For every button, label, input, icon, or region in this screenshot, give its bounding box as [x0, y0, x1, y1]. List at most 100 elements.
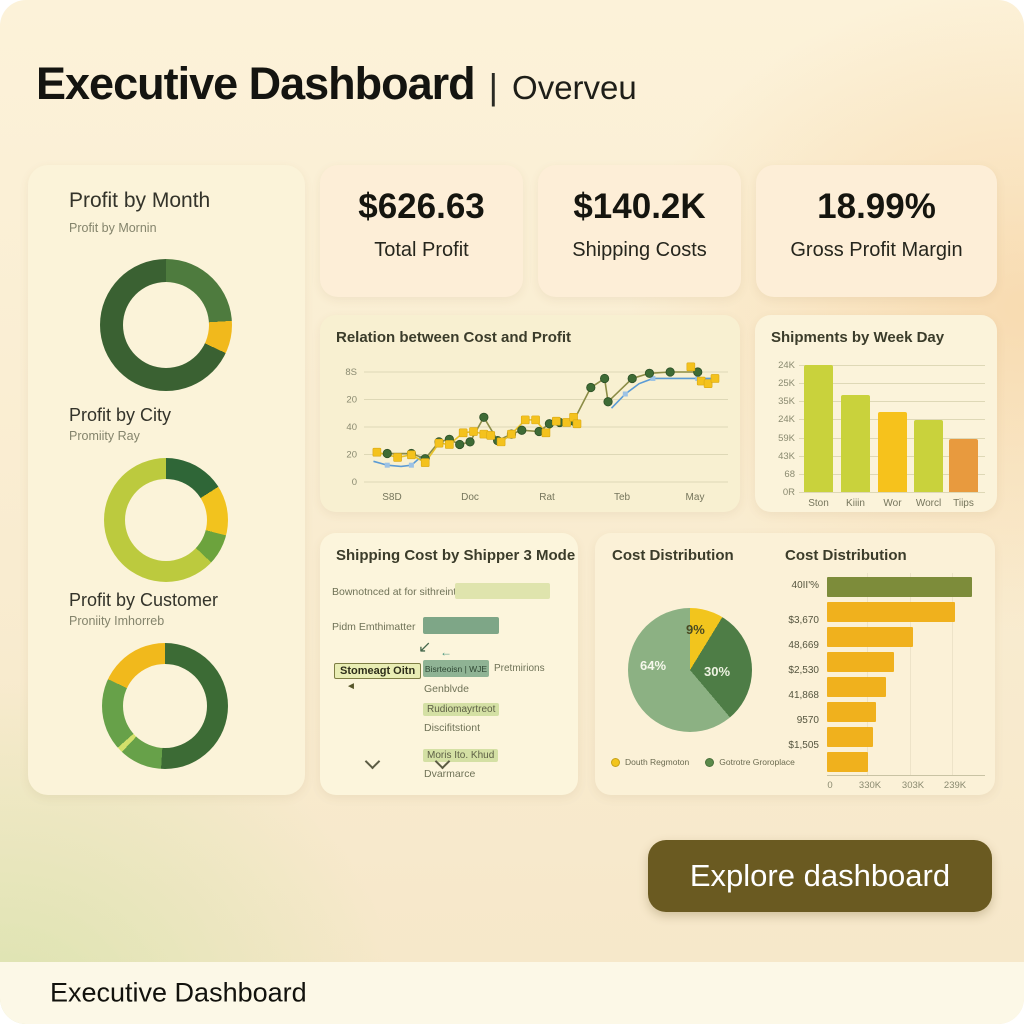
svg-text:May: May: [686, 492, 705, 503]
chevron-down-icon[interactable]: [436, 754, 449, 767]
x-tick-label: Wor: [883, 498, 902, 509]
arrow-left-icon: ←: [440, 645, 452, 659]
svg-text:20: 20: [346, 395, 357, 406]
gridline: [799, 401, 985, 403]
cost-bar: [827, 702, 877, 722]
kpi-label: Shipping Costs: [572, 239, 707, 261]
x-tick-label: Worcl: [915, 498, 942, 509]
panel-title: Relation between Cost and Profit: [336, 329, 572, 346]
weekday-bar: [914, 419, 943, 492]
svg-text:S8D: S8D: [382, 492, 401, 503]
x-tick-label: Tiips: [953, 498, 974, 509]
shipping-mode-box: Bisrteoisn | WJE: [423, 660, 489, 677]
gridline: [910, 573, 911, 775]
cost-bar: [827, 752, 868, 772]
cost-bar: [827, 727, 874, 747]
hbar-row-label: 41,868: [788, 690, 819, 701]
shipping-item3-sub: Dvarmarce: [424, 768, 476, 780]
pie-slice-label: 30%: [704, 664, 731, 679]
x-axis: [827, 775, 985, 776]
donut-hole: [123, 664, 207, 748]
shipping-item2-sub: Discifitstiont: [424, 722, 481, 734]
svg-text:20: 20: [346, 450, 357, 461]
legend-label: Douth Regmoton: [625, 757, 690, 767]
cost-bar: [827, 677, 887, 697]
legend-dot-icon: [705, 757, 715, 767]
y-tick-label: 24K: [778, 414, 795, 426]
profit-by-city-title: Profit by City: [69, 405, 172, 425]
svg-text:Rat: Rat: [539, 492, 555, 503]
gridline: [952, 573, 953, 775]
panel-title: Shipments by Week Day: [771, 329, 945, 346]
gridline: [799, 383, 985, 385]
x-tick-label: 303K: [901, 780, 925, 791]
svg-text:0: 0: [352, 477, 357, 488]
pie-slice-label: 64%: [640, 658, 667, 673]
hbar-row-label: 9570: [796, 715, 819, 726]
profit-by-month-title: Profit by Month: [69, 189, 211, 212]
x-tick-label: 330K: [858, 780, 882, 791]
shipping-row1-bar: [455, 583, 550, 599]
legend-dot-icon: [611, 757, 620, 767]
cost-profit-line-chart: 8S 20 40 20 0 S8D Doc Rat Teb May: [345, 362, 728, 503]
pie-title: Cost Distribution: [612, 547, 734, 564]
chevron-down-icon[interactable]: [366, 754, 379, 767]
profit-by-customer-subtitle: Proniity Imhorreb: [69, 614, 165, 628]
shipping-row2-label: Pidm Emthimatter: [332, 621, 416, 633]
panel-title: Shipping Cost by Shipper 3 Mode: [336, 547, 576, 564]
flag-icon: ◄: [346, 681, 356, 692]
donut-hole: [125, 479, 207, 561]
profit-by-customer-donut: [102, 643, 228, 769]
cost-distribution-panel: Cost Distribution Cost Distribution 9% 3…: [595, 533, 995, 795]
pie-legend: Douth Regmoton Gotrotre Groroplace: [611, 757, 795, 767]
footer-title: Executive Dashboard: [50, 977, 307, 1008]
weekday-bar: [841, 395, 870, 492]
weekday-bar: [878, 411, 907, 492]
cost-bar: [827, 577, 972, 597]
svg-text:8S: 8S: [345, 367, 357, 378]
page-subtitle: Overveu: [512, 69, 637, 106]
kpi-value: $626.63: [358, 187, 485, 226]
cost-bar: [827, 627, 913, 647]
cost-bar: [827, 602, 955, 622]
page-title: Executive Dashboard: [36, 58, 476, 109]
profit-by-city-donut: [104, 458, 228, 582]
svg-text:Teb: Teb: [614, 492, 631, 503]
footer-bar: Executive Dashboard: [0, 962, 1024, 1024]
y-tick-label: 24K: [778, 360, 795, 371]
cost-distribution-pie: 9% 30% 64%: [628, 608, 752, 732]
shipping-box-sub-label: Genblvde: [424, 683, 469, 695]
gridline: [867, 573, 868, 775]
kpi-total-profit: $626.63 Total Profit: [320, 165, 523, 297]
legend-item: Gotrotre Groroplace: [705, 757, 795, 767]
hbar-row-label: 48,669: [788, 640, 819, 651]
gridline: [799, 492, 985, 493]
hbar-row-label: $2,530: [788, 665, 819, 676]
shipping-cost-panel: Shipping Cost by Shipper 3 Mode Bownotnc…: [320, 533, 578, 795]
donut-hole: [123, 282, 209, 368]
y-tick-label: 25K: [778, 378, 795, 390]
shipping-row2-bar: [423, 617, 499, 634]
profit-by-city-subtitle: Promiity Ray: [69, 429, 140, 443]
hbar-row-label: $3,670: [788, 615, 819, 626]
cost-bar: [827, 652, 894, 672]
kpi-label: Total Profit: [374, 239, 469, 261]
svg-text:40: 40: [346, 422, 357, 433]
x-tick-label: 239K: [943, 780, 967, 791]
gridline: [799, 365, 985, 366]
y-tick-label: 59K: [778, 432, 795, 444]
explore-dashboard-button[interactable]: Explore dashboard: [648, 840, 992, 912]
x-tick-label: 0: [827, 780, 833, 791]
legend-label: Gotrotre Groroplace: [719, 757, 795, 767]
kpi-value: $140.2K: [573, 187, 706, 226]
header: Executive Dashboard | Overveu: [36, 58, 637, 110]
y-tick-label: 43K: [778, 450, 795, 462]
hbar-title: Cost Distribution: [785, 547, 907, 564]
legend-item: Douth Regmoton: [611, 757, 689, 767]
shipping-item2-tag: Rudiomayrtreot: [423, 703, 500, 716]
shipments-by-weekday-panel: Shipments by Week Day 24K 25K 35K 24K 59K 43K…: [755, 315, 997, 512]
arrow-down-left-icon: ↙: [418, 639, 432, 656]
pie-slice-label: 9%: [686, 622, 705, 637]
svg-text:Doc: Doc: [461, 492, 479, 503]
